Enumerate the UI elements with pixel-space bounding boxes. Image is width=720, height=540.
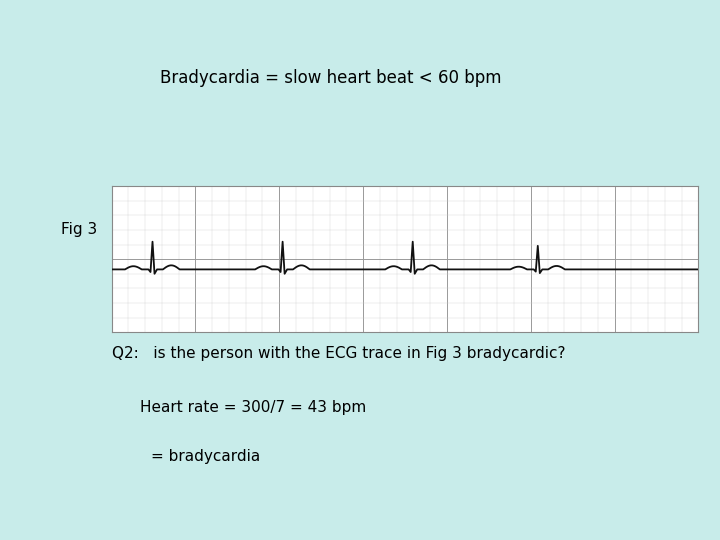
- Text: Q2:   is the person with the ECG trace in Fig 3 bradycardic?: Q2: is the person with the ECG trace in …: [112, 346, 565, 361]
- Text: = bradycardia: = bradycardia: [151, 449, 261, 464]
- Text: Bradycardia = slow heart beat < 60 bpm: Bradycardia = slow heart beat < 60 bpm: [161, 69, 502, 87]
- Text: Fig 3: Fig 3: [61, 222, 97, 237]
- Text: Heart rate = 300/7 = 43 bpm: Heart rate = 300/7 = 43 bpm: [140, 400, 366, 415]
